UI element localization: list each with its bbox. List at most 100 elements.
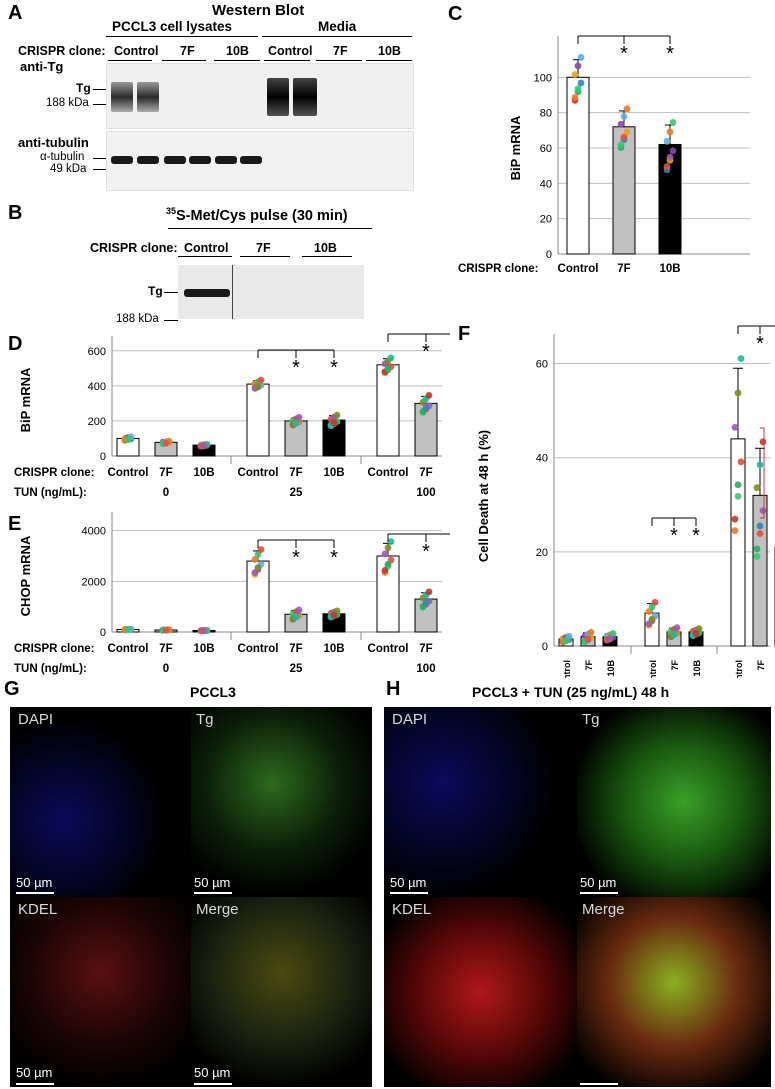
data-point-e bbox=[124, 626, 132, 634]
scale-bar-h4 bbox=[580, 1083, 618, 1085]
data-point-c bbox=[617, 141, 625, 149]
media-group-label: Media bbox=[318, 19, 357, 34]
tubulin-band-label: α-tubulin bbox=[40, 151, 85, 163]
data-point-c bbox=[669, 118, 677, 126]
scale-bar-h1 bbox=[390, 892, 428, 894]
marker-188-b: 188 kDa bbox=[116, 313, 159, 325]
clone-label-e: CRISPR clone: bbox=[14, 643, 95, 655]
data-point-d bbox=[295, 413, 303, 421]
kdel-label-h: KDEL bbox=[392, 901, 432, 918]
data-point-f bbox=[759, 438, 767, 446]
category-label-e: 7F bbox=[419, 643, 432, 655]
ytick-label-d: 400 bbox=[88, 381, 106, 393]
data-point-d bbox=[422, 404, 430, 412]
data-point-f bbox=[648, 615, 656, 623]
data-point-c bbox=[617, 120, 625, 128]
tg-quadrant-h bbox=[577, 707, 771, 897]
data-point-d bbox=[162, 439, 170, 447]
data-point-e bbox=[251, 569, 259, 576]
pulse-title: 35S-Met/Cys pulse (30 min) bbox=[166, 206, 348, 224]
tun-group-label-e: 100 bbox=[416, 663, 435, 675]
data-point-f bbox=[606, 635, 614, 642]
micrograph-h: DAPI Tg KDEL Merge 50 µm 50 µm bbox=[384, 707, 771, 1087]
data-point-e bbox=[381, 550, 389, 558]
data-point-f bbox=[759, 507, 767, 515]
lane-label-a5: 7F bbox=[333, 44, 348, 58]
scale-text-h1: 50 µm bbox=[390, 875, 427, 890]
data-point-e bbox=[384, 544, 392, 552]
ytick-label-c: 100 bbox=[534, 72, 552, 84]
dapi-label-h: DAPI bbox=[392, 711, 428, 728]
data-point-f bbox=[670, 630, 678, 638]
data-point-f bbox=[584, 635, 592, 643]
ytick-label-f: 60 bbox=[536, 359, 548, 371]
scale-bar-g2 bbox=[194, 892, 232, 894]
data-point-e bbox=[387, 538, 395, 545]
panel-letter-b: B bbox=[8, 202, 23, 224]
ytick-label-c: 60 bbox=[540, 143, 552, 155]
media-group-line bbox=[262, 36, 412, 37]
data-point-e bbox=[425, 588, 433, 596]
ytick-label-c: 0 bbox=[546, 249, 552, 261]
kdel-label-g: KDEL bbox=[18, 901, 58, 918]
category-label-f: 7F bbox=[670, 660, 680, 671]
sig-star-f: * bbox=[670, 525, 678, 547]
panel-letter-g: G bbox=[4, 678, 20, 700]
kdel-quadrant-g bbox=[10, 897, 191, 1087]
data-point-c bbox=[666, 153, 674, 161]
sig-star-f: * bbox=[692, 525, 700, 547]
chart-c: C 0 20 40 60 80 100 BiP mRNA Control 7F 10B CRISPR … bbox=[438, 0, 775, 282]
chart-c-svg: C 0 20 40 60 80 100 BiP mRNA Control 7F 10B CRISPR … bbox=[448, 3, 750, 275]
data-point-c bbox=[666, 128, 674, 136]
y-axis-label-c: BiP mRNA bbox=[508, 115, 523, 180]
blot2-title: anti-tubulin bbox=[18, 135, 89, 150]
y-axis-label-f: Cell Death at 48 h (%) bbox=[476, 430, 491, 562]
chart-f-svg: F 0 20 40 60 Cell Death at 48 h (%) Control 7F 1… bbox=[458, 323, 775, 751]
tg-label-h: Tg bbox=[582, 711, 600, 728]
lane-label-a2: 7F bbox=[180, 44, 195, 58]
ytick-label-c: 40 bbox=[540, 178, 552, 190]
tun-group-label-e: 0 bbox=[163, 663, 169, 675]
data-point-f bbox=[651, 598, 659, 606]
data-point-f bbox=[753, 545, 761, 553]
data-point-c bbox=[574, 85, 582, 93]
sig-star-d: * bbox=[292, 357, 300, 379]
category-label-e: Control bbox=[368, 643, 409, 655]
category-label-c: Control bbox=[558, 263, 599, 275]
tun-group-label-d: 0 bbox=[163, 487, 169, 499]
data-point-e bbox=[295, 606, 303, 614]
scale-text-h2: 50 µm bbox=[580, 875, 617, 890]
merge-quadrant-h bbox=[577, 897, 771, 1087]
tg-band-label-b: Tg bbox=[148, 284, 163, 298]
tg-label-g: Tg bbox=[196, 711, 214, 728]
category-label-d: 10B bbox=[193, 467, 214, 479]
category-label-f: 10B bbox=[606, 660, 616, 677]
data-point-e bbox=[384, 560, 392, 568]
scale-text-g3: 50 µm bbox=[16, 1065, 53, 1080]
panel-letter-c: C bbox=[448, 3, 462, 25]
category-label-f: 7F bbox=[584, 660, 594, 671]
data-point-f bbox=[737, 458, 745, 466]
data-point-d bbox=[124, 435, 132, 443]
kdel-quadrant-h bbox=[384, 897, 577, 1087]
data-point-f bbox=[562, 637, 570, 644]
tun-group-label-e: 25 bbox=[290, 663, 303, 675]
chart-e: E 0 2000 4000 CHOP mRNA Control 7F 10B Control 7F… bbox=[0, 508, 476, 678]
bar-d-4 bbox=[246, 383, 270, 457]
lane-label-b1: Control bbox=[184, 241, 229, 255]
pulse-autoradiograph bbox=[178, 265, 364, 319]
dapi-quadrant-h bbox=[384, 707, 577, 897]
data-point-e bbox=[162, 626, 170, 634]
ytick-label-d: 0 bbox=[100, 451, 106, 463]
scale-text-g2: 50 µm bbox=[194, 875, 231, 890]
data-point-e bbox=[330, 612, 338, 619]
merge-quadrant-g bbox=[191, 897, 372, 1087]
data-point-f bbox=[756, 461, 764, 469]
lane-label-a1: Control bbox=[114, 44, 159, 58]
scale-bar-g4 bbox=[194, 1083, 232, 1085]
dapi-label-g: DAPI bbox=[18, 711, 54, 728]
data-point-f bbox=[734, 481, 742, 489]
category-label-d: 7F bbox=[289, 467, 302, 479]
data-point-f bbox=[692, 630, 700, 638]
data-point-e bbox=[381, 567, 389, 574]
